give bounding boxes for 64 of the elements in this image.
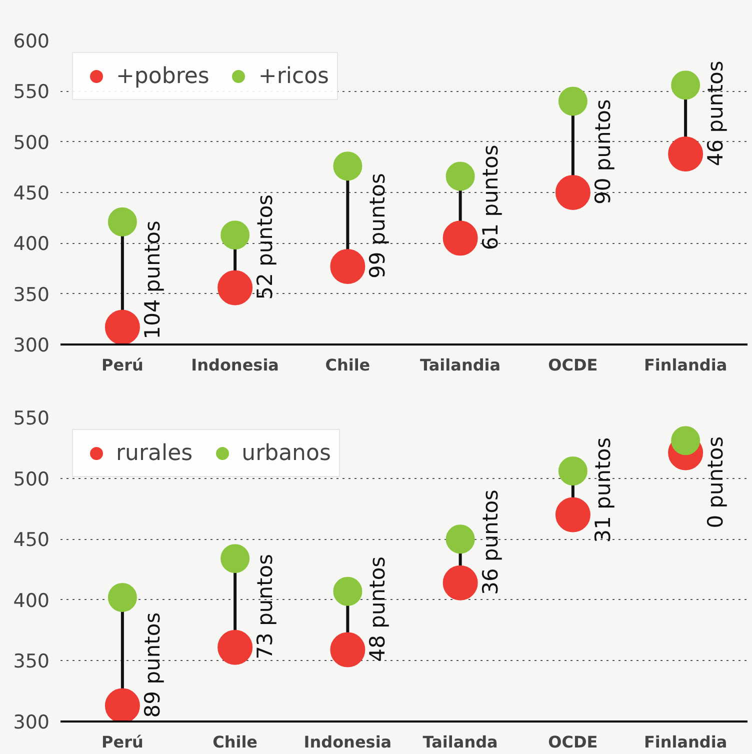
point [330,249,366,284]
annotation: 48 puntos [366,556,390,662]
point [558,86,588,116]
y-tick-label: 500 [13,132,50,154]
x-tick-label: Perú [102,356,144,374]
y-tick-label: 350 [13,650,50,673]
legend-label: urbanos [242,440,331,466]
annotation: 36 puntos [478,490,502,595]
point [220,220,250,250]
annotation: 90 puntos [590,99,615,204]
annotation: 61 puntos [478,144,502,250]
x-tick-label: Tailandia [420,356,501,374]
point [555,175,590,210]
annotation: 73 puntos [253,554,278,660]
point [218,630,253,665]
x-tick-label: Chile [325,356,370,374]
point [671,70,700,100]
x-tick-label: Finlandia [644,732,728,752]
point [108,582,137,612]
point [446,162,475,191]
point [558,456,588,486]
x-tick-label: OCDE [548,732,598,752]
y-tick-label: 300 [13,334,50,356]
y-tick-label: 300 [13,712,50,734]
annotation: 46 puntos [704,60,728,166]
y-tick-label: 600 [13,30,50,52]
y-tick-label: 550 [13,81,50,104]
y-tick-label: 400 [13,233,50,256]
x-tick-label: Perú [102,732,144,752]
point [442,220,478,256]
y-tick-label: 550 [13,408,50,430]
legend-label: +ricos [258,64,329,88]
point [218,270,253,306]
annotation: 104 puntos [140,220,164,340]
point [333,152,362,181]
annotation: 99 puntos [366,173,390,278]
y-tick-label: 500 [13,468,50,490]
point [104,688,140,722]
point [555,497,590,532]
point [108,207,137,236]
point [668,136,704,172]
point [333,576,362,606]
point [220,544,250,574]
legend-label: +pobres [116,64,210,88]
x-tick-label: Tailanda [422,732,498,752]
y-tick-label: 450 [13,529,50,552]
point [671,426,700,456]
point [442,565,478,600]
legend-label: rurales [116,440,193,466]
annotation: 0 puntos [704,436,728,528]
annotation: 31 puntos [590,437,615,543]
y-tick-label: 350 [13,284,50,306]
y-tick-label: 450 [13,182,50,204]
x-tick-label: Chile [212,732,258,752]
point [330,632,366,668]
point [104,310,140,344]
y-tick-label: 400 [13,590,50,612]
x-tick-label: Indonesia [191,356,279,374]
annotation: 89 puntos [140,612,164,718]
point [446,524,475,554]
x-tick-label: Finlandia [644,356,728,374]
annotation: 52 puntos [253,194,278,300]
x-tick-label: Indonesia [304,732,392,752]
x-tick-label: OCDE [548,356,598,374]
